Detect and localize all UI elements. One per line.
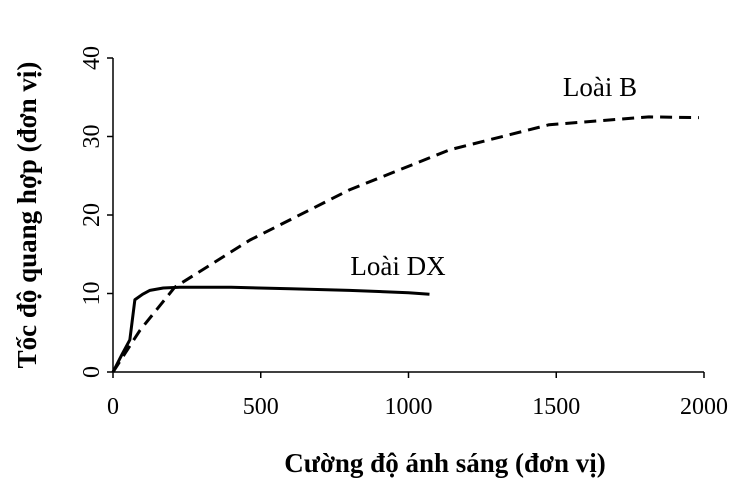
x-tick-label: 1500 (532, 394, 580, 420)
y-axis-title: Tốc độ quang hợp (đơn vị) (12, 62, 42, 369)
line-series (111, 115, 700, 373)
x-tick-label: 0 (107, 394, 119, 420)
x-tick-label: 500 (243, 394, 279, 420)
x-tick-label: 2000 (680, 394, 728, 420)
series-label: Loài DX (350, 251, 446, 281)
y-tick-label: 10 (79, 282, 105, 306)
line-series (111, 285, 430, 373)
y-tick-label: 0 (79, 366, 105, 378)
y-tick-label: 30 (79, 125, 105, 149)
y-tick-label: 20 (79, 203, 105, 227)
series-label: Loài B (563, 72, 637, 102)
y-tick-label: 40 (79, 46, 105, 70)
x-tick-label: 1000 (385, 394, 433, 420)
x-axis-title: Cường độ ánh sáng (đơn vị) (284, 448, 605, 478)
